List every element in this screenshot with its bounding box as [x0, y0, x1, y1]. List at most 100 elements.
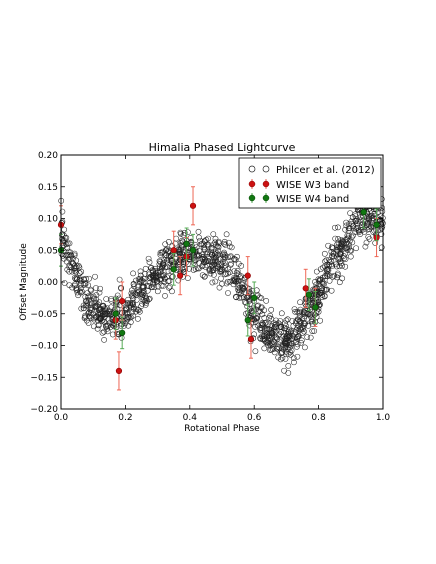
philcer-point: [71, 263, 78, 269]
philcer-point: [231, 276, 237, 283]
philcer-point: [146, 296, 152, 303]
philcer-point: [222, 271, 228, 278]
philcer-point: [139, 284, 146, 290]
philcer-point: [282, 355, 289, 362]
philcer-point: [264, 339, 271, 346]
philcer-point: [117, 322, 124, 329]
philcer-point: [66, 268, 73, 275]
philcer-point: [294, 353, 301, 360]
philcer-point: [334, 241, 340, 248]
philcer-point: [66, 282, 73, 289]
philcer-point: [82, 280, 89, 287]
philcer-point: [337, 258, 344, 265]
philcer-point: [243, 300, 249, 306]
philcer-point: [315, 278, 322, 284]
philcer-point: [176, 247, 183, 253]
y-tick-label: 0.05: [38, 246, 58, 256]
philcer-point: [101, 337, 107, 343]
philcer-point: [86, 313, 92, 319]
legend: Philcer et al. (2012) WISE W3 band WISE …: [238, 157, 382, 209]
philcer-point: [154, 268, 161, 275]
philcer-point: [302, 309, 309, 316]
philcer-point: [96, 314, 103, 321]
philcer-point: [97, 316, 103, 322]
philcer-point: [102, 310, 109, 317]
legend-entry-philcer: Philcer et al. (2012): [248, 165, 375, 176]
philcer-point: [218, 268, 225, 274]
philcer-point: [103, 296, 110, 302]
philcer-point: [92, 273, 98, 280]
philcer-point: [166, 284, 172, 291]
philcer-point: [233, 293, 239, 300]
philcer-point: [366, 213, 372, 220]
philcer-point: [121, 322, 127, 329]
philcer-point: [74, 263, 80, 270]
philcer-point: [61, 226, 68, 233]
philcer-point: [130, 270, 136, 277]
philcer-point: [302, 320, 309, 326]
wise-w4-point: [170, 266, 177, 273]
wise-w4-point: [312, 304, 319, 311]
philcer-point: [347, 253, 354, 260]
philcer-point: [135, 306, 141, 313]
philcer-point: [339, 244, 346, 250]
legend-entry-w4: WISE W4 band: [248, 193, 349, 205]
philcer-point: [298, 320, 304, 326]
philcer-point: [125, 314, 131, 321]
philcer-point: [125, 296, 131, 303]
philcer-point: [249, 287, 256, 294]
philcer-point: [148, 264, 155, 271]
philcer-point: [163, 252, 170, 259]
philcer-point: [118, 284, 124, 291]
philcer-point: [101, 328, 107, 335]
philcer-point: [67, 249, 74, 256]
philcer-point: [108, 296, 114, 302]
philcer-point: [348, 248, 354, 254]
philcer-point: [210, 241, 217, 248]
philcer-point: [258, 305, 264, 311]
philcer-point: [282, 335, 289, 342]
legend-marker-w4: [248, 194, 256, 202]
philcer-point: [324, 272, 331, 279]
philcer-point: [62, 252, 69, 258]
philcer-point: [164, 246, 171, 252]
philcer-point: [146, 259, 153, 266]
philcer-point: [329, 244, 335, 251]
philcer-point: [199, 262, 206, 269]
philcer-point: [294, 316, 301, 323]
legend-marker-philcer: [248, 165, 256, 173]
philcer-point: [329, 254, 336, 260]
philcer-point: [317, 276, 324, 283]
philcer-point: [300, 320, 307, 327]
y-axis-ticks: −0.20 −0.15 −0.10 −0.05 0.00 0.05 0.10 0.15 0.20: [30, 151, 383, 415]
philcer-point: [114, 292, 121, 299]
philcer-point: [138, 303, 145, 309]
philcer-point: [291, 359, 297, 366]
philcer-point: [205, 235, 211, 242]
philcer-point: [342, 256, 349, 262]
philcer-point: [93, 308, 100, 314]
philcer-point: [222, 252, 228, 258]
philcer-point: [279, 354, 286, 361]
philcer-point: [85, 320, 92, 326]
philcer-point: [113, 301, 120, 308]
philcer-point: [97, 285, 103, 292]
legend-label-w3: WISE W3 band: [276, 180, 349, 191]
philcer-point: [104, 325, 110, 332]
philcer-point: [176, 261, 183, 267]
philcer-point: [157, 258, 164, 265]
x-tick-label: 1.0: [376, 413, 391, 423]
philcer-point: [326, 272, 333, 279]
philcer-point: [104, 328, 111, 335]
legend-marker-w3: [262, 180, 270, 188]
philcer-point: [296, 319, 303, 325]
philcer-point: [215, 261, 222, 267]
philcer-point: [254, 313, 261, 320]
x-axis-label: Rotational Phase: [184, 424, 260, 434]
philcer-point: [226, 269, 233, 276]
philcer-point: [120, 313, 127, 319]
philcer-point: [95, 322, 102, 328]
wise-w3-point: [115, 367, 123, 375]
philcer-point: [185, 229, 191, 236]
